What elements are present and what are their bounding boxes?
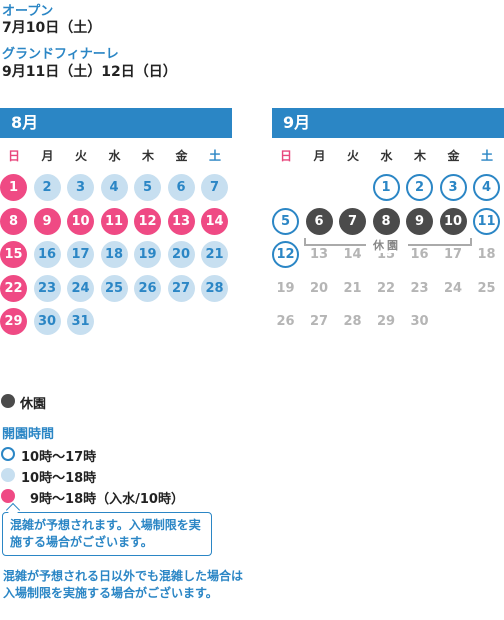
september-weekday-label: 水 xyxy=(380,149,393,163)
lightblue-dot-icon xyxy=(1,468,15,482)
august-day-7: 7 xyxy=(201,174,228,201)
august-weekday-label: 水 xyxy=(108,149,121,163)
september-day-5: 5 xyxy=(272,207,299,235)
august-day-20: 20 xyxy=(167,241,195,268)
september-day-11: 11 xyxy=(473,207,500,235)
open-date: 7月10日（土） xyxy=(2,20,102,36)
august-day-2: 2 xyxy=(33,174,61,201)
closed-period-label: 休園 xyxy=(366,237,408,253)
august-title: 8月 xyxy=(11,113,39,132)
august-day-30: 30 xyxy=(33,308,61,335)
august-day-18: 18 xyxy=(100,241,128,268)
pink-dot-icon xyxy=(1,489,15,503)
august-day-3: 3 xyxy=(67,174,94,201)
august-day-26: 26 xyxy=(134,274,161,302)
legend-hours-3: 9時〜18時（入水/10時） xyxy=(30,492,184,507)
august-weekday-label: 日 xyxy=(7,149,20,163)
september-day-21: 21 xyxy=(343,280,362,296)
september-day-8: 8 xyxy=(372,207,400,235)
september-day-6: 6 xyxy=(305,207,333,235)
august-day-15: 15 xyxy=(0,241,27,268)
august-day-23: 23 xyxy=(33,274,61,302)
finale-date: 9月11日（土）12日（日） xyxy=(2,64,177,80)
september-weekday-label: 金 xyxy=(447,149,460,163)
hours-title: 開園時間 xyxy=(2,427,55,442)
august-weekday-label: 土 xyxy=(208,149,221,163)
august-weekday-label: 金 xyxy=(175,149,188,163)
august-day-28: 28 xyxy=(201,274,228,302)
august-day-14: 14 xyxy=(201,207,228,235)
august-day-21: 21 xyxy=(201,241,228,268)
open-label: オープン xyxy=(2,4,54,19)
august-day-19: 19 xyxy=(134,241,161,268)
september-day-29: 29 xyxy=(376,314,396,329)
september-day-17: 17 xyxy=(443,247,463,262)
september-day-20: 20 xyxy=(309,280,329,296)
september-day-4: 4 xyxy=(473,174,500,201)
august-day-5: 5 xyxy=(134,174,161,201)
august-weekday-label: 木 xyxy=(141,149,154,163)
september-title: 9月 xyxy=(283,113,311,132)
september-day-12: 12 xyxy=(272,241,299,268)
august-day-16: 16 xyxy=(33,241,61,268)
august-day-22: 22 xyxy=(0,274,27,302)
september-day-25: 25 xyxy=(477,280,496,296)
september-day-26: 26 xyxy=(276,314,295,329)
other-days-note: 混雑が予想される日以外でも混雑した場合は入場制限を実施する場合がございます。 xyxy=(3,569,244,600)
september-day-30: 30 xyxy=(410,314,429,329)
september-header: 9月 xyxy=(272,108,504,138)
september-day-27: 27 xyxy=(309,314,329,329)
outline-dot-icon xyxy=(1,447,15,461)
crowded-note: 混雑が予想されます。入場制限を実施する場合がございます。 xyxy=(2,512,212,556)
september-day-9: 9 xyxy=(406,207,433,235)
august-day-12: 12 xyxy=(134,207,161,235)
august-day-10: 10 xyxy=(67,207,94,235)
september-day-18: 18 xyxy=(477,247,496,262)
september-day-1: 1 xyxy=(372,174,400,201)
september-day-10: 10 xyxy=(439,207,467,235)
september-weekday-label: 木 xyxy=(413,149,426,163)
september-weekday-label: 月 xyxy=(313,149,326,163)
august-day-4: 4 xyxy=(100,174,128,201)
august-header: 8月 xyxy=(0,108,232,138)
september-day-7: 7 xyxy=(339,207,366,235)
august-day-11: 11 xyxy=(100,207,128,235)
september-day-22: 22 xyxy=(376,280,396,296)
september-day-19: 19 xyxy=(276,280,295,296)
september-day-3: 3 xyxy=(439,174,467,201)
closed-dot-icon xyxy=(1,394,15,408)
august-day-8: 8 xyxy=(0,207,27,235)
august-day-27: 27 xyxy=(167,274,195,302)
september-day-23: 23 xyxy=(410,280,429,296)
august-weekday-label: 火 xyxy=(74,149,87,163)
legend-hours-2: 10時〜18時 xyxy=(21,471,97,486)
august-day-9: 9 xyxy=(33,207,61,235)
september-day-14: 14 xyxy=(343,247,362,262)
september-weekday-label: 日 xyxy=(279,149,292,163)
legend-closed-text: 休園 xyxy=(20,397,47,412)
september-day-13: 13 xyxy=(309,247,329,262)
august-day-29: 29 xyxy=(0,308,27,335)
september-day-16: 16 xyxy=(410,247,429,262)
september-weekday-label: 土 xyxy=(480,149,493,163)
august-weekday-label: 月 xyxy=(41,149,54,163)
september-day-24: 24 xyxy=(443,280,463,296)
august-day-1: 1 xyxy=(0,174,27,201)
august-day-31: 31 xyxy=(67,308,94,335)
august-day-13: 13 xyxy=(167,207,195,235)
finale-label: グランドフィナーレ xyxy=(2,47,119,62)
august-day-25: 25 xyxy=(100,274,128,302)
september-day-2: 2 xyxy=(406,174,433,201)
august-day-17: 17 xyxy=(67,241,94,268)
august-day-6: 6 xyxy=(167,174,195,201)
september-weekday-label: 火 xyxy=(346,149,359,163)
september-day-28: 28 xyxy=(343,314,362,329)
legend-hours-1: 10時〜17時 xyxy=(21,450,97,465)
august-day-24: 24 xyxy=(67,274,94,302)
